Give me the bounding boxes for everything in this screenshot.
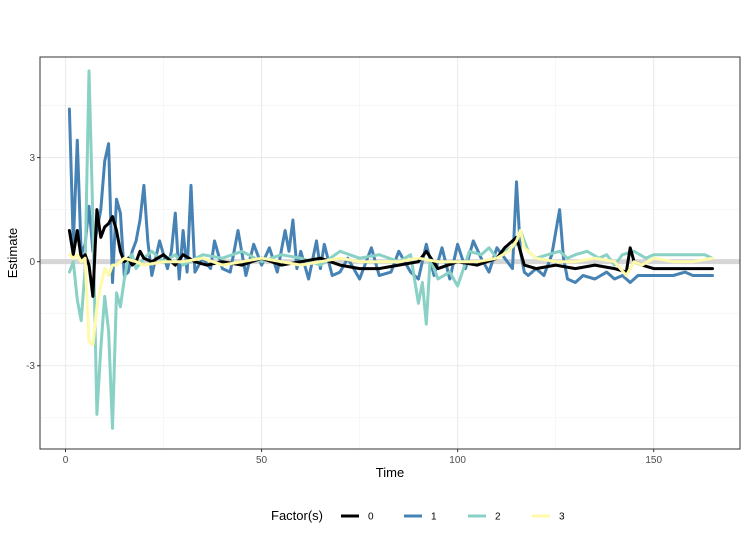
y-tick-label: 3 [29,153,35,164]
x-axis-title: Time [376,465,404,480]
legend-label-2: 2 [495,512,501,523]
x-tick-label: 0 [63,455,69,466]
legend-label-0: 0 [368,512,374,523]
y-tick-label: 0 [29,257,35,268]
series-layer [67,69,714,430]
legend-title: Factor(s) [271,508,323,523]
series-line-1 [67,107,714,284]
panel-border [39,56,741,450]
series-line-2 [67,69,714,430]
y-axis-title: Estimate [5,228,20,279]
x-axis-ticks: 0 50 100 150 [63,449,663,466]
legend: Factor(s) 0 1 2 3 [271,508,565,523]
legend-label-1: 1 [431,512,437,523]
legend-label-3: 3 [559,512,565,523]
y-axis-ticks: -3 0 3 [26,153,40,372]
series-line-3 [67,229,714,347]
series-line-0 [67,208,714,298]
x-tick-label: 150 [645,455,662,466]
x-tick-label: 50 [256,455,268,466]
y-tick-label: -3 [26,361,35,372]
x-tick-label: 100 [449,455,466,466]
